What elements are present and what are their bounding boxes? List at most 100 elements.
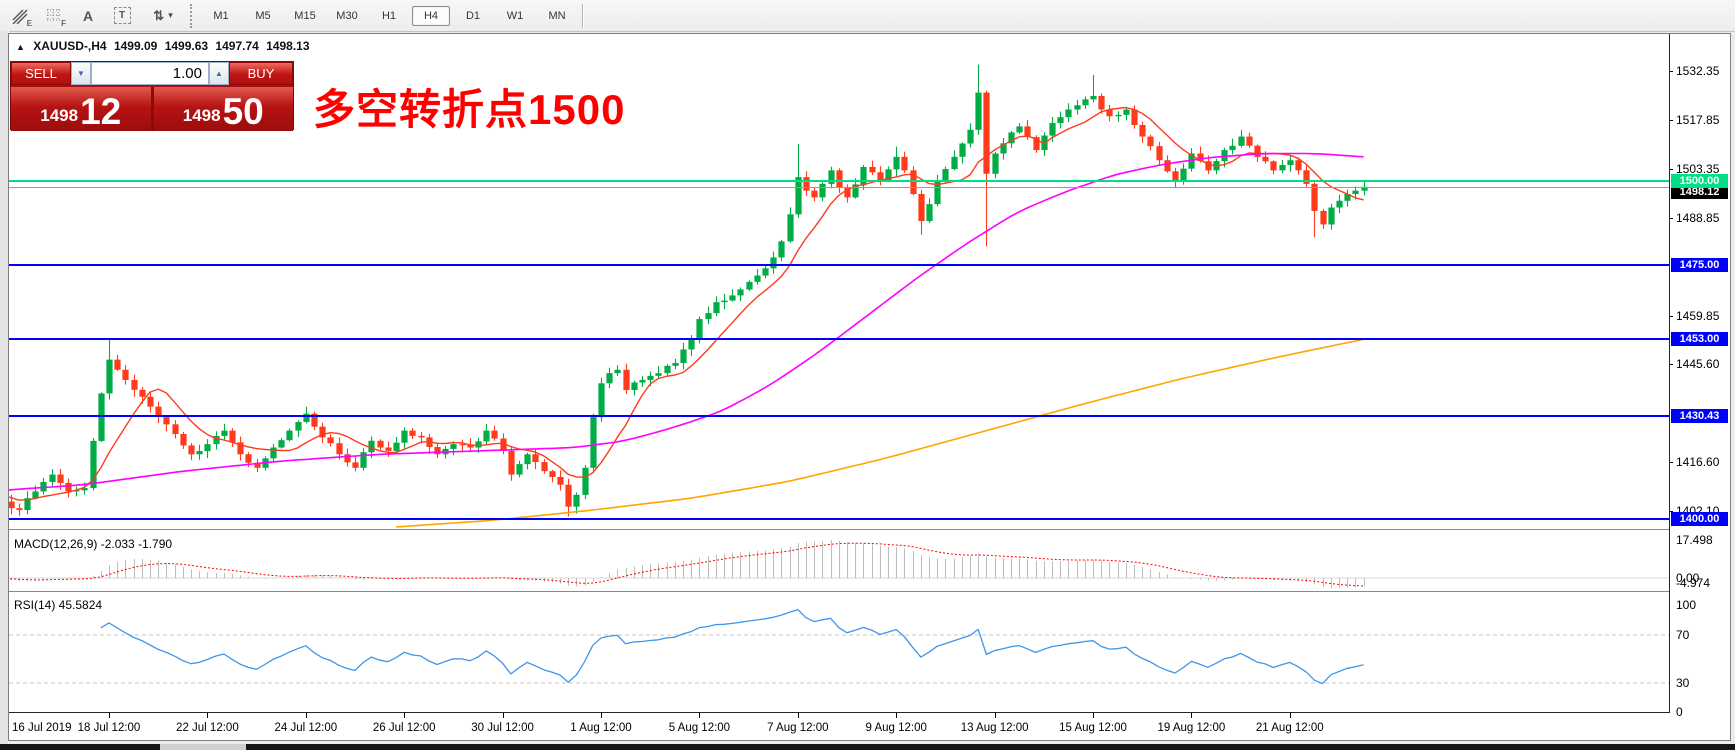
price-tick-mark: [1669, 316, 1673, 317]
tf-button-w1[interactable]: W1: [506, 9, 524, 22]
buy-price-tile[interactable]: 1498 50: [153, 87, 293, 132]
date-label-9: 7 Aug 12:00: [767, 722, 829, 734]
volume-field-wrap: [91, 62, 209, 85]
date-tick-mark: [995, 713, 996, 718]
chart-text-annotation[interactable]: 多空转折点1500: [313, 86, 626, 133]
grid-icon[interactable]: F: [40, 3, 68, 29]
buy-price-base: 1498: [182, 106, 221, 125]
price-tick-mark: [1669, 169, 1673, 170]
indicator-hatch-icon[interactable]: E: [6, 3, 34, 29]
date-tick-mark: [601, 713, 602, 718]
grid-f-label: F: [61, 18, 66, 28]
timeframe-toolbar: M1 M5 M15 M30 H1 H4 D1 W1 MN: [198, 5, 576, 26]
tf-button-m30[interactable]: M30: [336, 9, 358, 22]
date-label-6: 30 Jul 12:00: [471, 722, 534, 734]
rsi-indicator-label: RSI(14) 45.5824: [14, 598, 103, 612]
symbol-label: XAUUSD-,H4: [33, 39, 107, 53]
rsi-axis-0: 0: [1676, 705, 1683, 719]
volume-input[interactable]: [92, 63, 208, 84]
macd-axis--4.974: -4.974: [1676, 576, 1711, 590]
date-tick-mark: [1191, 713, 1192, 718]
time-axis-border: [9, 712, 1669, 713]
price-tick-mark: [1669, 462, 1673, 463]
buy-price-pips: 50: [222, 90, 264, 132]
hline-badge-1500.00: 1500.00: [1671, 173, 1728, 188]
bottom-bar: [0, 744, 1735, 750]
rsi-axis-70: 70: [1676, 628, 1690, 642]
price-tick-1503.35: 1503.35: [1676, 162, 1720, 177]
ohlc-open: 1499.09: [113, 39, 158, 53]
tf-button-d1[interactable]: D1: [465, 9, 481, 22]
date-tick-mark: [1093, 713, 1094, 718]
sell-price-tile[interactable]: 1498 12: [11, 87, 151, 131]
date-label-8: 5 Aug 12:00: [668, 722, 731, 734]
date-label-11: 13 Aug 12:00: [960, 722, 1029, 734]
macd-pane[interactable]: [9, 532, 1669, 591]
hline-1400.00[interactable]: [9, 517, 1669, 520]
price-tick-mark: [1669, 71, 1673, 72]
chevron-down-icon: ▾: [168, 10, 173, 20]
rsi-axis-100: 100: [1676, 598, 1697, 612]
hline-badge-1400.00: 1400.00: [1671, 511, 1728, 526]
date-tick-mark: [503, 713, 504, 718]
price-tick-mark: [1669, 120, 1673, 121]
hline-badge-1453.00: 1453.00: [1671, 332, 1728, 347]
date-label-2: 18 Jul 12:00: [77, 722, 141, 734]
hline-1500.00[interactable]: [9, 179, 1669, 182]
date-label-10: 9 Aug 12:00: [865, 722, 927, 734]
rsi-pane[interactable]: [9, 594, 1669, 712]
macd-axis-0.00: 0.00: [1676, 571, 1700, 585]
price-pane[interactable]: [9, 34, 1669, 529]
tf-button-mn[interactable]: MN: [548, 9, 566, 22]
date-label-12: 15 Aug 12:00: [1059, 722, 1127, 734]
pane-separator-1[interactable]: [9, 529, 1669, 530]
date-label-7: 1 Aug 12:00: [570, 722, 632, 734]
hatch-glyph: [12, 9, 28, 24]
hline-1453.00[interactable]: [9, 338, 1669, 341]
price-tick-1532.35: 1532.35: [1676, 64, 1720, 79]
ohlc-low: 1497.74: [215, 39, 259, 53]
date-tick-mark: [699, 713, 700, 718]
tf-button-m5[interactable]: M5: [255, 9, 271, 22]
date-tick-mark: [798, 713, 799, 718]
pane-separator-2[interactable]: [9, 591, 1669, 592]
tf-button-m1[interactable]: M1: [213, 9, 229, 22]
chart-window: [8, 33, 1731, 741]
arrow-objects-dropdown[interactable]: ⇅ ▾: [142, 3, 184, 29]
volume-decrease-button[interactable]: ▼: [71, 62, 91, 85]
hline-badge-1430.43: 1430.43: [1671, 408, 1728, 423]
price-tick-1488.85: 1488.85: [1676, 211, 1720, 226]
collapse-triangle-icon[interactable]: ▲: [16, 42, 25, 52]
date-label-4: 24 Jul 12:00: [274, 722, 338, 734]
tf-button-m15[interactable]: M15: [294, 9, 316, 22]
tile-divider: [150, 87, 154, 131]
price-tick-mark: [1669, 218, 1673, 219]
bottom-bar-gap: [160, 744, 246, 750]
price-tick-1459.85: 1459.85: [1676, 309, 1720, 324]
volume-increase-button[interactable]: ▲: [209, 62, 229, 85]
date-tick-mark: [1290, 713, 1291, 718]
buy-button[interactable]: BUY: [229, 62, 293, 85]
arrows-icon: ⇅: [153, 7, 165, 23]
sell-button[interactable]: SELL: [11, 62, 71, 85]
price-tick-1517.85: 1517.85: [1676, 113, 1720, 128]
price-tick-1416.60: 1416.60: [1676, 455, 1720, 470]
text-label-icon[interactable]: A: [74, 3, 102, 29]
text-box-icon[interactable]: T: [108, 3, 136, 29]
hline-1430.43[interactable]: [9, 414, 1669, 417]
date-label-3: 22 Jul 12:00: [176, 722, 239, 734]
price-tick-mark: [1669, 364, 1673, 365]
hline-1475.00[interactable]: [9, 264, 1669, 266]
tf-button-h1[interactable]: H1: [381, 9, 397, 22]
sell-price-base: 1498: [40, 106, 79, 125]
hline-badge-1475.00: 1475.00: [1671, 258, 1728, 272]
price-axis-border: [1669, 34, 1670, 713]
bid-price-line: [9, 187, 1669, 188]
text-a-glyph: A: [82, 7, 94, 24]
date-label-13: 19 Aug 12:00: [1157, 722, 1226, 734]
chart-title-bar: ▲ XAUUSD-,H4 1499.09 1499.63 1497.74 149…: [16, 39, 314, 53]
ohlc-high: 1499.63: [164, 39, 209, 53]
hatch-e-label: E: [26, 18, 32, 28]
ohlc-close: 1498.13: [266, 39, 310, 53]
tf-button-h4[interactable]: H4: [412, 5, 450, 26]
